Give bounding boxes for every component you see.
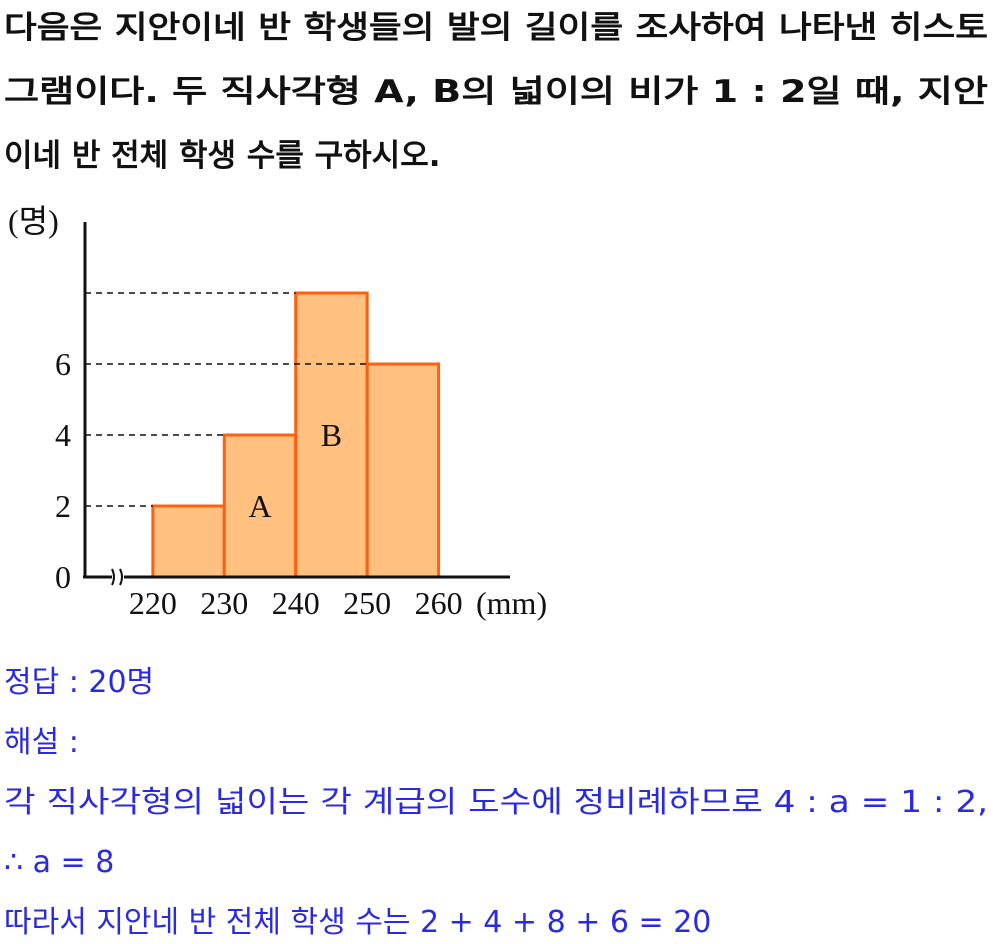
y-tick-label: 0 [55,559,71,595]
x-tick-label: 250 [343,585,391,621]
bar [294,291,369,579]
bar [151,504,226,579]
x-tick-label: 260 [415,585,463,621]
y-tick-label: 2 [55,488,71,524]
bar-label: B [321,417,342,453]
y-tick-label: 6 [55,346,71,382]
question-line: 그램이다. 두 직사각형 A, B의 넓이의 비가 1 : 2일 때, 지안 [4,74,988,110]
x-tick-label: 220 [129,585,177,621]
answer-line: 각 직사각형의 넓이는 각 계급의 도수에 정비례하므로 4 : a = 1 :… [4,785,988,820]
bar [222,433,298,579]
bar-label: A [248,488,271,524]
answer-line: ∴ a = 8 [4,845,114,880]
answer-line: 해설 : [4,725,79,760]
y-tick-label: 4 [55,417,71,453]
answer-line: 따라서 지안네 반 전체 학생 수는 2 + 4 + 8 + 6 = 20 [4,905,711,940]
x-tick-label: 240 [272,585,320,621]
x-axis-label: (mm) [476,585,547,621]
answer-line: 정답 : 20명 [4,665,154,700]
axis-break [111,568,123,586]
question-line: 다음은 지안이네 반 학생들의 발의 길이를 조사하여 나타낸 히스토 [4,10,988,46]
y-axis-label: (명) [8,203,59,239]
x-tick-label: 230 [200,585,248,621]
histogram: A B 0 2 4 6 220 230 240 250 260 [55,222,510,621]
bar [365,362,441,579]
question-line: 이네 반 전체 학생 수를 구하시오. [4,138,441,174]
